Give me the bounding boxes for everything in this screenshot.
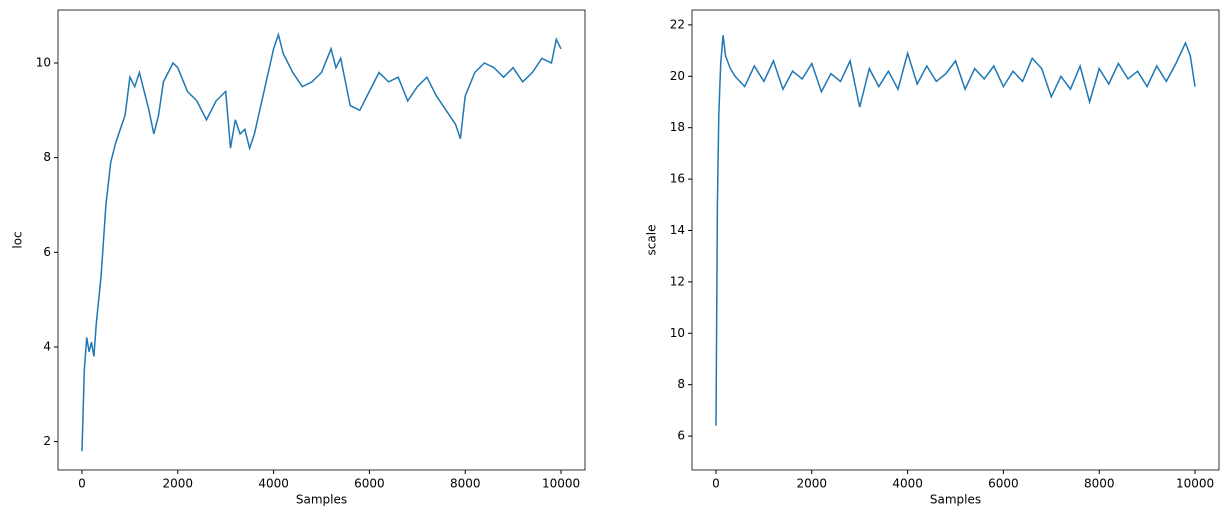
- x-axis-label: Samples: [296, 493, 347, 507]
- y-tick-label: 8: [43, 150, 51, 164]
- y-tick-label: 8: [677, 377, 685, 391]
- y-tick-label: 14: [670, 223, 685, 237]
- y-axis-label: loc: [11, 231, 25, 248]
- x-tick-label: 6000: [354, 477, 385, 491]
- y-tick-label: 18: [670, 120, 685, 134]
- axes-frame: [57, 9, 586, 471]
- y-tick-label: 6: [677, 429, 685, 443]
- x-tick-label: 10000: [1176, 477, 1214, 491]
- y-axis-label: scale: [645, 225, 659, 256]
- x-tick-label: 6000: [988, 477, 1019, 491]
- y-tick-label: 22: [670, 17, 685, 31]
- x-tick-label: 0: [712, 477, 720, 491]
- y-tick-label: 4: [43, 339, 51, 353]
- x-tick-label: 4000: [892, 477, 923, 491]
- y-tick-label: 16: [670, 172, 685, 186]
- x-tick-label: 0: [78, 477, 86, 491]
- x-tick-label: 2000: [796, 477, 827, 491]
- y-tick-label: 12: [670, 274, 685, 288]
- x-tick-label: 8000: [450, 477, 481, 491]
- x-tick-label: 4000: [258, 477, 289, 491]
- y-tick-label: 10: [670, 326, 685, 340]
- y-tick-label: 10: [36, 56, 51, 70]
- x-tick-label: 2000: [162, 477, 193, 491]
- axes-frame: [691, 9, 1220, 471]
- y-tick-label: 20: [670, 69, 685, 83]
- x-tick-label: 8000: [1084, 477, 1115, 491]
- y-tick-label: 2: [43, 434, 51, 448]
- x-tick-label: 10000: [542, 477, 580, 491]
- trace-line: [81, 31, 562, 452]
- x-axis-label: Samples: [930, 493, 981, 507]
- trace-line: [715, 35, 1196, 426]
- y-tick-label: 6: [43, 245, 51, 259]
